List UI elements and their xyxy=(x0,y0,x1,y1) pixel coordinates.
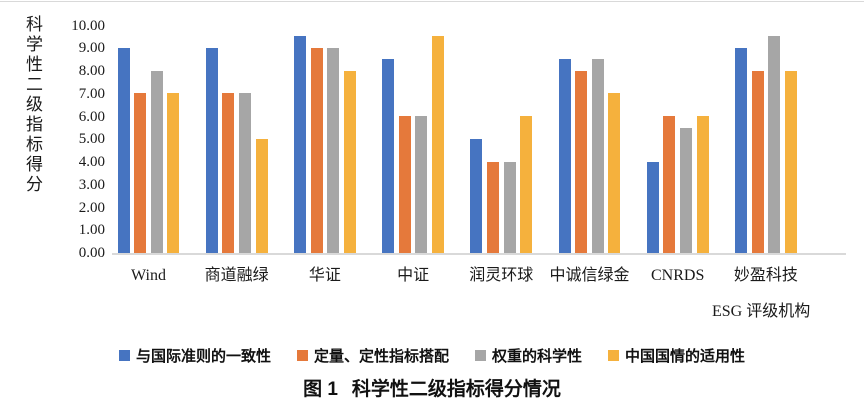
bar xyxy=(310,47,323,253)
bar xyxy=(415,116,428,253)
bar xyxy=(486,161,499,253)
bar xyxy=(646,161,659,253)
legend-item: 与国际准则的一致性 xyxy=(118,345,271,366)
bar xyxy=(382,59,395,253)
bar xyxy=(663,116,676,253)
legend-label: 与国际准则的一致性 xyxy=(135,348,271,365)
x-category-label: 中证 xyxy=(397,267,430,284)
legend-label: 定量、定性指标搭配 xyxy=(313,348,449,365)
bar-group xyxy=(646,25,709,253)
x-axis-title: ESG 评级机构 xyxy=(712,303,811,320)
y-axis-label: 科学性二级指标得分 xyxy=(23,15,42,195)
bar xyxy=(608,93,621,253)
bar xyxy=(768,36,781,253)
bar xyxy=(558,59,571,253)
bar xyxy=(239,93,251,253)
y-tick-label: 3.00 xyxy=(78,176,105,193)
bar xyxy=(255,139,268,253)
bar xyxy=(167,93,180,253)
bar xyxy=(591,59,604,253)
legend-item: 定量、定性指标搭配 xyxy=(296,345,449,366)
y-tick-label: 1.00 xyxy=(78,222,105,239)
x-category-label: 润灵环球 xyxy=(469,267,534,284)
bar xyxy=(222,93,235,253)
bar-group xyxy=(558,25,621,253)
x-category-label: 妙盈科技 xyxy=(733,267,798,284)
x-axis-labels: Wind 商道融绿 华证 中证 润灵环球 中诚信绿金 CNRDS 妙盈科技 xyxy=(0,265,864,289)
bar xyxy=(503,161,516,253)
figure-caption: 图 1 科学性二级指标得分情况 xyxy=(0,374,864,401)
legend-swatch-icon xyxy=(475,350,486,361)
bar xyxy=(293,36,306,253)
y-tick-label: 0.00 xyxy=(78,245,105,261)
bar xyxy=(696,116,709,253)
bar xyxy=(134,93,147,253)
x-category-label: 华证 xyxy=(308,267,341,284)
x-category-label: 中诚信绿金 xyxy=(549,267,630,284)
bar xyxy=(432,36,445,253)
y-tick-label: 8.00 xyxy=(78,63,105,79)
x-category-label: Wind xyxy=(131,267,166,284)
y-tick-label: 10.00 xyxy=(71,17,105,34)
bar-group xyxy=(470,25,533,253)
bar xyxy=(150,70,163,253)
plot-area xyxy=(113,25,845,253)
bar xyxy=(784,70,797,253)
legend-label: 中国国情的适用性 xyxy=(625,348,746,365)
caption-number: 图 1 xyxy=(303,379,338,400)
bar-group xyxy=(293,25,356,253)
x-category-label: 商道融绿 xyxy=(204,267,269,284)
bar xyxy=(327,47,340,253)
legend-item: 中国国情的适用性 xyxy=(608,345,745,366)
legend-item: 权重的科学性 xyxy=(475,345,582,366)
bar xyxy=(398,116,411,253)
x-category-label: CNRDS xyxy=(651,267,705,284)
y-tick-label: 6.00 xyxy=(78,108,105,125)
bar xyxy=(343,70,356,253)
y-axis-ticks: 10.00 9.00 8.00 7.00 6.00 5.00 4.00 3.00 2.00 1.0… xyxy=(45,0,105,270)
y-tick-label: 5.00 xyxy=(78,131,105,148)
bar xyxy=(575,70,588,253)
y-tick-label: 9.00 xyxy=(78,40,105,57)
bar-group xyxy=(734,25,797,253)
bar xyxy=(520,116,533,253)
top-rule xyxy=(0,1,864,2)
y-tick-label: 7.00 xyxy=(78,85,105,102)
legend-swatch-icon xyxy=(296,350,308,361)
legend-swatch-icon xyxy=(608,350,620,361)
bar xyxy=(734,47,747,253)
bar xyxy=(470,139,483,253)
legend-label: 权重的科学性 xyxy=(492,348,583,365)
bar-group xyxy=(382,25,445,253)
bar-group xyxy=(117,25,180,253)
y-tick-label: 4.00 xyxy=(78,154,105,170)
bar xyxy=(205,47,218,253)
bar xyxy=(751,70,764,253)
bar-group xyxy=(205,25,268,253)
legend: 与国际准则的一致性 定量、定性指标搭配 权重的科学性 中国国情的适用性 xyxy=(0,345,864,366)
x-axis-line xyxy=(112,253,846,255)
bar xyxy=(117,47,130,253)
caption-text: 科学性二级指标得分情况 xyxy=(351,379,561,400)
bar xyxy=(680,127,692,253)
y-tick-label: 2.00 xyxy=(78,199,105,216)
legend-swatch-icon xyxy=(118,350,130,361)
